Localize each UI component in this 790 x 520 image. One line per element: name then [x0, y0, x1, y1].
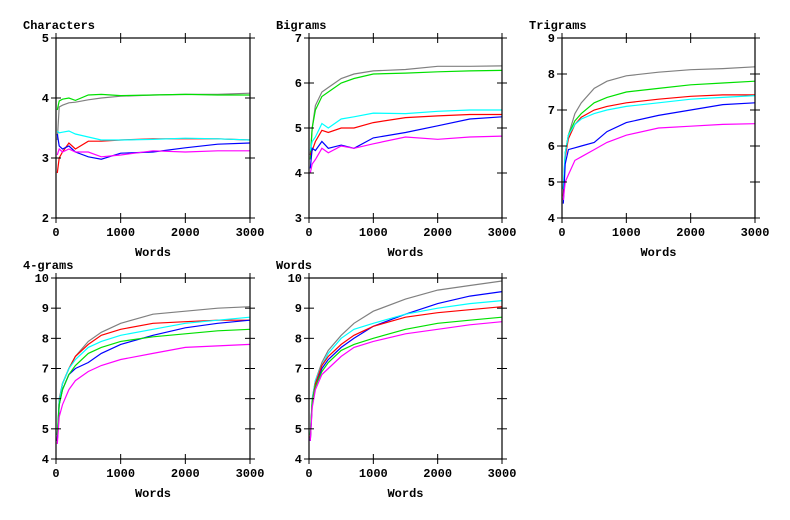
x-axis-label: Words	[640, 246, 676, 260]
y-tick-label: 6	[548, 140, 555, 154]
series-line-4	[562, 102, 756, 204]
x-tick-label: 1000	[359, 226, 388, 240]
y-tick-label: 7	[295, 363, 302, 377]
y-tick-label: 4	[295, 167, 302, 181]
y-tick-label: 5	[42, 32, 49, 46]
x-axis-label: Words	[135, 487, 171, 501]
x-tick-label: 1000	[106, 226, 135, 240]
series-line-0	[56, 306, 251, 441]
y-tick-label: 3	[295, 212, 302, 226]
y-tick-label: 7	[42, 363, 49, 377]
y-tick-label: 8	[42, 332, 49, 346]
series-line-5	[309, 321, 503, 441]
y-tick-label: 7	[548, 104, 555, 118]
y-tick-label: 5	[548, 176, 555, 190]
y-tick-label: 3	[42, 152, 49, 166]
y-tick-label: 5	[295, 423, 302, 437]
series-line-2	[56, 316, 251, 435]
y-tick-label: 4	[42, 92, 49, 106]
series-line-3	[309, 109, 502, 151]
x-tick-label: 1000	[612, 226, 641, 240]
series-line-2	[562, 94, 755, 197]
y-tick-label: 8	[548, 68, 555, 82]
y-tick-label: 9	[548, 32, 555, 46]
x-tick-label: 1000	[106, 467, 135, 481]
y-tick-label: 8	[295, 332, 302, 346]
x-tick-label: 0	[558, 226, 565, 240]
y-tick-label: 6	[42, 393, 49, 407]
y-tick-label: 10	[35, 272, 49, 286]
series-line-4	[56, 328, 251, 435]
y-tick-label: 10	[288, 272, 302, 286]
series-line-0	[56, 92, 251, 141]
series-line-3	[56, 130, 251, 141]
series-line-3	[309, 306, 503, 438]
x-tick-label: 2000	[171, 467, 200, 481]
x-tick-label: 3000	[236, 226, 265, 240]
x-tick-label: 2000	[171, 226, 200, 240]
series-line-2	[309, 300, 503, 435]
subplot-title: Words	[276, 259, 312, 273]
subplot-title: Trigrams	[529, 19, 587, 33]
x-tick-label: 2000	[676, 226, 705, 240]
plot-frame	[55, 37, 251, 219]
x-tick-label: 3000	[488, 226, 517, 240]
series-line-3	[56, 319, 251, 441]
x-tick-label: 3000	[741, 226, 770, 240]
x-axis-label: Words	[135, 246, 171, 260]
y-tick-label: 4	[295, 453, 302, 467]
y-tick-label: 6	[295, 77, 302, 91]
series-line-3	[562, 95, 756, 190]
series-line-5	[56, 147, 250, 158]
x-tick-label: 2000	[423, 467, 452, 481]
subplot-title: 4-grams	[23, 259, 73, 273]
series-line-4	[309, 316, 503, 435]
y-tick-label: 5	[42, 423, 49, 437]
y-tick-label: 5	[295, 122, 302, 136]
x-axis-label: Words	[387, 487, 423, 501]
y-tick-label: 7	[295, 32, 302, 46]
x-tick-label: 0	[305, 467, 312, 481]
series-line-0	[309, 280, 503, 441]
x-tick-label: 3000	[236, 467, 265, 481]
series-line-0	[562, 66, 756, 201]
y-tick-label: 6	[295, 393, 302, 407]
plot-frame	[308, 277, 503, 460]
x-tick-label: 0	[305, 226, 312, 240]
x-tick-label: 3000	[488, 467, 517, 481]
plot-frame	[308, 37, 503, 219]
subplot-title: Bigrams	[276, 19, 326, 33]
series-line-5	[309, 135, 503, 174]
plot-frame	[55, 277, 251, 460]
series-line-1	[56, 319, 250, 441]
y-tick-label: 2	[42, 212, 49, 226]
subplot-3: 0 1000 2000 3000 4 5 6 7 8 9 104-grams Words	[23, 259, 264, 501]
x-axis-label: Words	[387, 246, 423, 260]
series-line-4	[56, 133, 251, 160]
x-tick-label: 0	[52, 467, 59, 481]
series-line-1	[309, 69, 503, 160]
y-tick-label: 4	[548, 212, 555, 226]
series-line-0	[309, 65, 503, 156]
x-tick-label: 2000	[423, 226, 452, 240]
series-line-4	[309, 116, 503, 169]
series-line-1	[56, 93, 250, 111]
series-line-5	[56, 343, 251, 444]
y-tick-label: 9	[42, 302, 49, 316]
y-tick-label: 4	[42, 453, 49, 467]
y-tick-label: 9	[295, 302, 302, 316]
subplot-title: Characters	[23, 19, 95, 33]
series-line-5	[562, 123, 756, 201]
x-tick-label: 1000	[359, 467, 388, 481]
x-tick-label: 0	[52, 226, 59, 240]
series-line-2	[309, 113, 502, 156]
plot-frame	[561, 37, 756, 219]
